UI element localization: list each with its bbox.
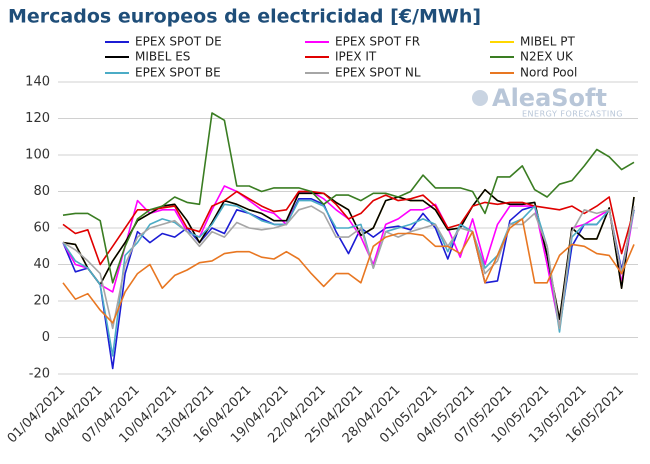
chart-title: Mercados europeos de electricidad [€/MWh… (8, 6, 481, 28)
watermark-sub: ENERGY FORECASTING (522, 110, 623, 119)
y-tick-label: 40 (33, 257, 50, 272)
line-series (62, 218, 635, 324)
line-series (62, 199, 635, 357)
y-tick-label: 0 (42, 330, 50, 345)
legend-label: EPEX SPOT DE (135, 35, 222, 49)
legend-label: EPEX SPOT FR (335, 35, 420, 49)
y-tick-label: 140 (25, 75, 50, 90)
y-tick-label: -20 (29, 367, 50, 382)
legend-label: IPEX IT (335, 50, 377, 64)
watermark: AleaSoft (492, 84, 607, 112)
y-tick-label: 120 (25, 111, 50, 126)
logo-icon (472, 90, 488, 106)
y-tick-label: 20 (33, 294, 50, 309)
line-series (62, 205, 635, 330)
legend-label: EPEX SPOT NL (335, 66, 421, 80)
y-tick-label: 60 (33, 221, 50, 236)
line-series (62, 190, 635, 266)
y-tick-label: 100 (25, 148, 50, 163)
line-series (62, 198, 635, 370)
legend-label: MIBEL PT (520, 35, 575, 49)
legend-label: N2EX UK (520, 50, 574, 64)
legend-label: Nord Pool (520, 66, 577, 80)
y-tick-label: 80 (33, 184, 50, 199)
legend-label: MIBEL ES (135, 50, 190, 64)
legend-label: EPEX SPOT BE (135, 66, 221, 80)
line-series (62, 112, 635, 284)
